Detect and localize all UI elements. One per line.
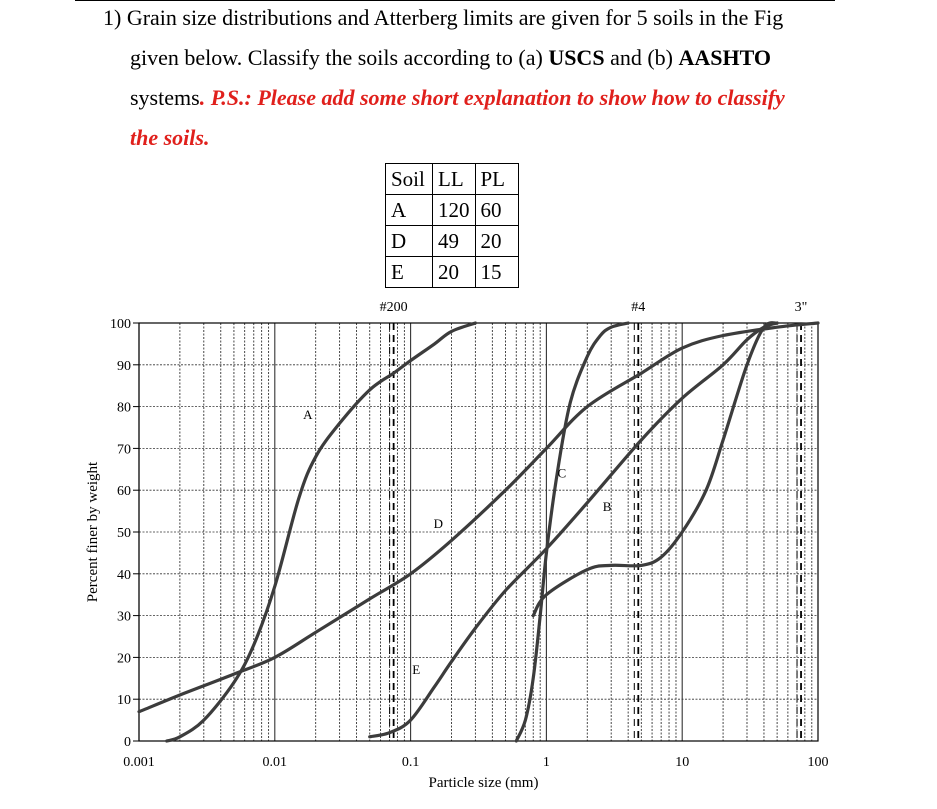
question-line-2: given below. Classify the soils accordin…: [130, 45, 771, 70]
x-tick-label: 0.1: [402, 755, 420, 770]
x-tick-label: 0.01: [263, 755, 288, 770]
y-tick-label: 70: [117, 442, 131, 457]
y-tick-label: 0: [124, 735, 131, 750]
table-cell: E: [385, 256, 433, 288]
curve-d: [137, 321, 820, 714]
curve-label-c: C: [558, 466, 567, 481]
table-cell: 20: [432, 256, 476, 288]
table-cell: 15: [474, 256, 519, 288]
table-header-cell: PL: [474, 163, 519, 195]
curve-c: [514, 321, 630, 743]
y-tick-label: 60: [117, 484, 131, 499]
table-row: D 49 20: [385, 225, 519, 257]
x-tick-label: 100: [808, 755, 829, 770]
curve-label-b: B: [603, 499, 612, 514]
y-tick-label: 10: [117, 693, 131, 708]
atterberg-limits-table: Soil LL PL A 120 60 D 49 20 E 20 15: [385, 163, 519, 288]
curve-e: [368, 321, 779, 739]
y-tick-label: 20: [117, 651, 131, 666]
curve-label-a: A: [303, 407, 313, 422]
curve-a: [165, 321, 477, 743]
y-tick-label: 100: [110, 317, 131, 332]
curve-label-e: E: [412, 662, 420, 677]
table-cell: 20: [474, 225, 519, 257]
curve-label-d: D: [434, 516, 443, 531]
table-cell: A: [385, 194, 433, 226]
table-cell: 120: [432, 194, 476, 226]
table-header-row: Soil LL PL: [385, 163, 519, 195]
y-axis-label: Percent finer by weight: [85, 461, 101, 602]
table-row: E 20 15: [385, 256, 519, 288]
x-axis-label: Particle size (mm): [429, 775, 539, 791]
x-tick-label: 0.001: [123, 755, 155, 770]
question-line-1: 1) Grain size distributions and Atterber…: [103, 5, 784, 30]
top-rule: [75, 0, 835, 1]
y-tick-label: 40: [117, 568, 131, 583]
sieve-marker-label: 3": [795, 300, 808, 315]
question-line-4: the soils.: [130, 125, 210, 150]
y-tick-label: 80: [117, 401, 131, 416]
question-line-3: systems. P.S.: Please add some short exp…: [130, 85, 785, 110]
table-row: A 120 60: [385, 194, 519, 226]
x-tick-label: 10: [675, 755, 689, 770]
y-tick-label: 50: [117, 526, 131, 541]
y-tick-label: 90: [117, 359, 131, 374]
y-tick-label: 30: [117, 610, 131, 625]
table-header-cell: LL: [432, 163, 476, 195]
table-cell: 60: [474, 194, 519, 226]
curve-b: [531, 321, 779, 618]
sieve-marker-label: #4: [631, 300, 645, 315]
table-header-cell: Soil: [385, 163, 433, 195]
sieve-marker-label: #200: [380, 300, 408, 315]
table-cell: 49: [432, 225, 476, 257]
table-cell: D: [385, 225, 433, 257]
x-tick-label: 1: [543, 755, 550, 770]
grain-size-distribution-chart: #200 #4 3" 0 10 20 30 40 50 60 70 80 90 100 0.001 0.01 0…: [85, 300, 829, 791]
